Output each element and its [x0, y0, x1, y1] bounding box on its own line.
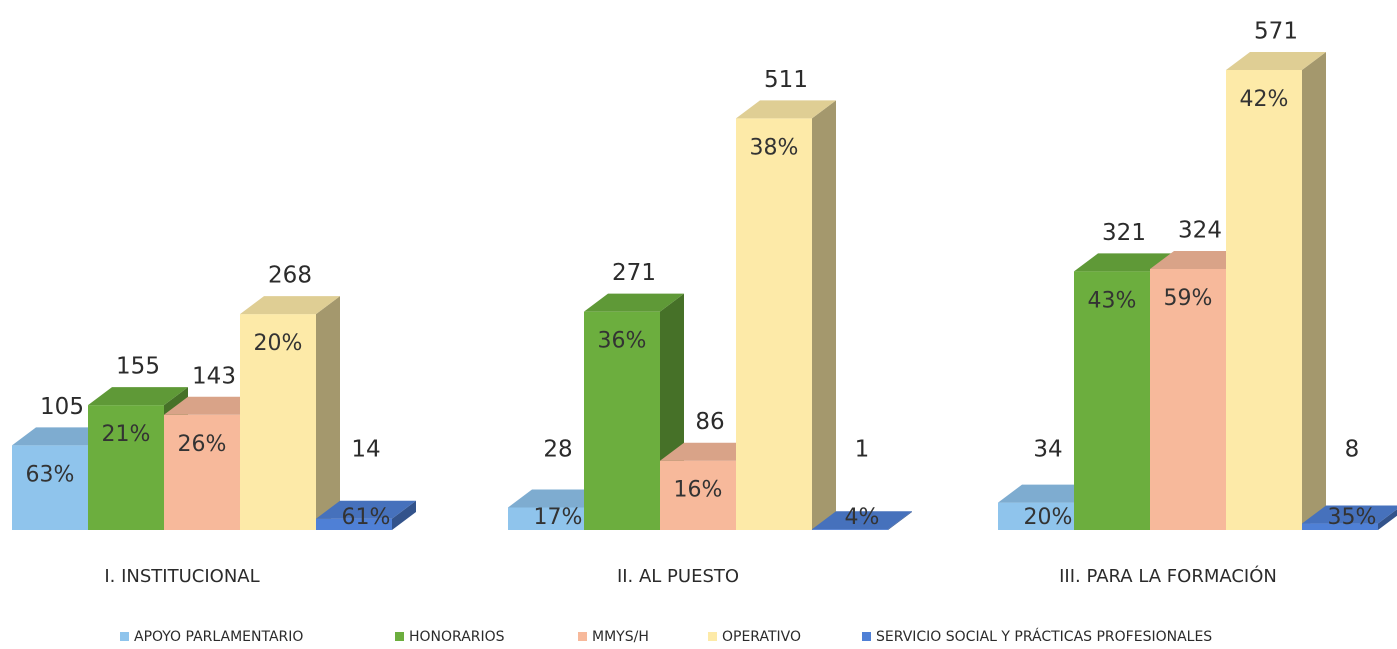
value-label: 8: [1345, 437, 1360, 463]
value-label: 571: [1254, 19, 1298, 45]
bar: [1074, 271, 1150, 530]
bar-top: [660, 442, 760, 461]
value-label: 268: [268, 263, 312, 289]
category-label: II. AL PUESTO: [617, 566, 739, 587]
value-label: 1: [855, 437, 870, 463]
value-label: 14: [351, 437, 380, 463]
legend-label: SERVICIO SOCIAL Y PRÁCTICAS PROFESIONALE…: [876, 628, 1212, 645]
bar: [316, 518, 392, 530]
share-label: 16%: [674, 478, 723, 503]
share-label: 21%: [102, 422, 151, 447]
bar: [584, 311, 660, 530]
bar-top: [812, 511, 912, 530]
bar: [12, 445, 88, 530]
share-label: 4%: [845, 505, 880, 530]
bar-side: [812, 100, 836, 531]
bar-top: [88, 387, 188, 406]
share-label: 43%: [1088, 288, 1137, 313]
share-label: 35%: [1328, 505, 1377, 530]
bar-side: [316, 296, 340, 530]
legend-swatch: [862, 632, 871, 641]
share-label: 36%: [598, 329, 647, 354]
share-label: 20%: [1024, 505, 1073, 530]
share-label: 61%: [342, 505, 391, 530]
value-label: 28: [543, 437, 572, 463]
bar-top: [316, 500, 416, 519]
bar-side: [888, 511, 912, 530]
value-label: 86: [695, 409, 724, 435]
bar-top: [1226, 52, 1326, 70]
bar-top: [584, 293, 684, 312]
value-label: 511: [764, 67, 808, 93]
bar: [660, 460, 736, 530]
bar: [88, 405, 164, 530]
bar: [812, 529, 888, 530]
share-label: 17%: [534, 505, 583, 530]
legend-label: HONORARIOS: [409, 629, 505, 645]
bar: [1150, 268, 1226, 530]
bar-top: [1302, 505, 1397, 524]
value-label: 34: [1033, 437, 1062, 463]
value-label: 321: [1102, 220, 1146, 246]
bar-top: [1150, 250, 1250, 269]
bar: [240, 314, 316, 530]
share-label: 63%: [26, 462, 75, 487]
legend-swatch: [395, 632, 404, 641]
share-label: 20%: [254, 331, 303, 356]
bar: [508, 507, 584, 530]
bar-top: [240, 296, 340, 315]
bar-top: [12, 427, 112, 446]
bar-top: [998, 484, 1098, 503]
bar-top: [508, 489, 608, 508]
category-label: I. INSTITUCIONAL: [104, 566, 259, 587]
value-label: 105: [40, 394, 84, 420]
bar-side: [1378, 509, 1397, 530]
share-label: 26%: [178, 432, 227, 457]
bar: [998, 502, 1074, 530]
legend-swatch: [708, 632, 717, 641]
bar: [1226, 70, 1302, 530]
legend-label: APOYO PARLAMENTARIO: [134, 629, 303, 645]
bar: [164, 414, 240, 530]
bar-top: [736, 100, 836, 119]
share-label: 59%: [1164, 286, 1213, 311]
value-label: 143: [192, 363, 236, 389]
value-label: 324: [1178, 217, 1222, 243]
bar: [1302, 523, 1378, 530]
share-label: 42%: [1240, 87, 1289, 112]
legend-swatch: [578, 632, 587, 641]
share-label: 38%: [750, 135, 799, 160]
category-label: III. PARA LA FORMACIÓN: [1059, 565, 1277, 587]
bar: [736, 118, 812, 531]
value-label: 155: [116, 354, 160, 380]
value-label: 271: [612, 260, 656, 286]
legend-label: MMYS/H: [592, 629, 649, 645]
bar-top: [1074, 253, 1174, 272]
bar-top: [164, 396, 264, 415]
bar-side: [392, 500, 416, 530]
legend-swatch: [120, 632, 129, 641]
bar-side: [1302, 52, 1326, 530]
legend-label: OPERATIVO: [722, 629, 801, 645]
